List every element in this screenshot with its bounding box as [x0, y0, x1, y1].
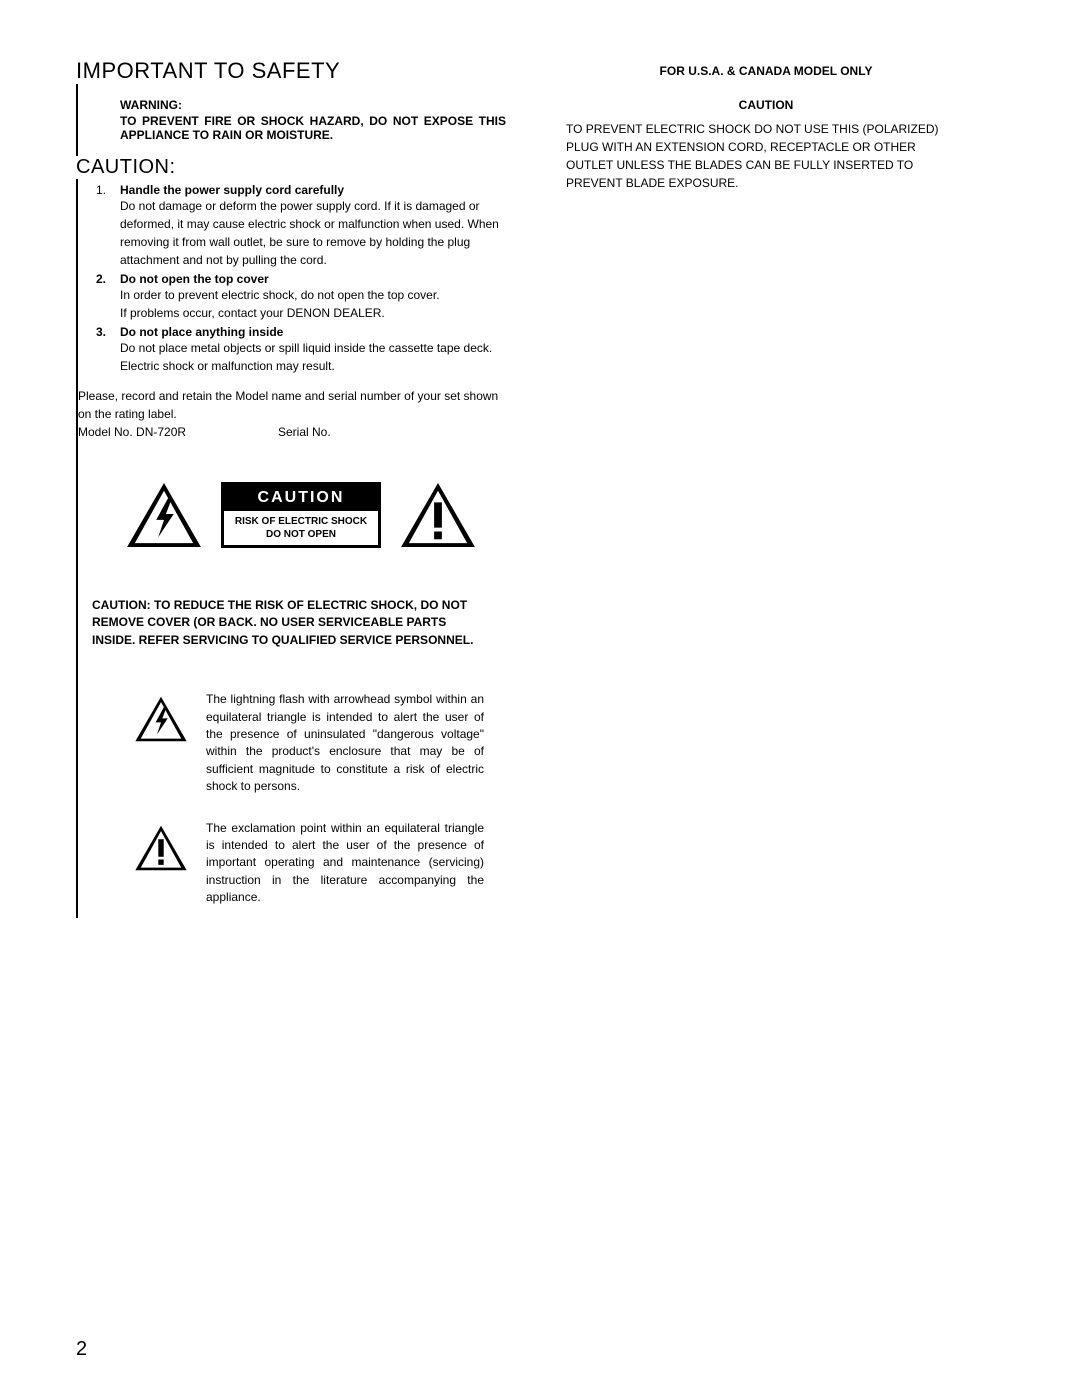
caution-graphic: CAUTION RISK OF ELECTRIC SHOCK DO NOT OP… — [96, 481, 506, 549]
plug-caution-text: TO PREVENT ELECTRIC SHOCK DO NOT USE THI… — [566, 120, 966, 192]
record-text: Please, record and retain the Model name… — [78, 387, 506, 423]
item-text: In order to prevent electric shock, do n… — [120, 286, 506, 322]
region-heading: FOR U.S.A. & CANADA MODEL ONLY — [566, 64, 966, 78]
exclamation-explanation: The exclamation point within an equilate… — [206, 820, 506, 907]
caution-box-line: RISK OF ELECTRIC SHOCK — [228, 515, 374, 528]
caution-subheading: CAUTION — [566, 98, 966, 112]
model-number: Model No. DN-720R — [78, 423, 278, 441]
list-item: 2. Do not open the top cover In order to… — [96, 272, 506, 322]
list-item: 3. Do not place anything inside Do not p… — [96, 325, 506, 375]
item-text: Do not damage or deform the power supply… — [120, 197, 506, 269]
page-number: 2 — [76, 1338, 87, 1361]
serial-number-label: Serial No. — [278, 423, 331, 441]
caution-box-line: DO NOT OPEN — [228, 528, 374, 541]
item-title: Handle the power supply cord carefully — [120, 183, 506, 197]
caution-heading: CAUTION: — [76, 156, 506, 179]
item-number: 3. — [96, 325, 120, 375]
caution-label-box: CAUTION RISK OF ELECTRIC SHOCK DO NOT OP… — [221, 482, 381, 548]
exclamation-triangle-icon — [399, 481, 477, 549]
item-number: 1. — [96, 183, 120, 269]
caution-box-heading: CAUTION — [224, 485, 378, 511]
section-title: IMPORTANT TO SAFETY — [76, 58, 506, 84]
item-number: 2. — [96, 272, 120, 322]
exclamation-triangle-icon — [134, 824, 188, 872]
caution-list: 1. Handle the power supply cord carefull… — [78, 183, 506, 375]
lightning-triangle-icon — [125, 481, 203, 549]
caution-statement: CAUTION: TO REDUCE THE RISK OF ELECTRIC … — [78, 567, 506, 679]
warning-text: TO PREVENT FIRE OR SHOCK HAZARD, DO NOT … — [120, 114, 506, 142]
lightning-triangle-icon — [134, 695, 188, 743]
item-title: Do not open the top cover — [120, 272, 506, 286]
item-title: Do not place anything inside — [120, 325, 506, 339]
list-item: 1. Handle the power supply cord carefull… — [96, 183, 506, 269]
lightning-explanation: The lightning flash with arrowhead symbo… — [206, 691, 506, 795]
item-text: Do not place metal objects or spill liqu… — [120, 339, 506, 375]
warning-label: WARNING: — [120, 98, 506, 112]
